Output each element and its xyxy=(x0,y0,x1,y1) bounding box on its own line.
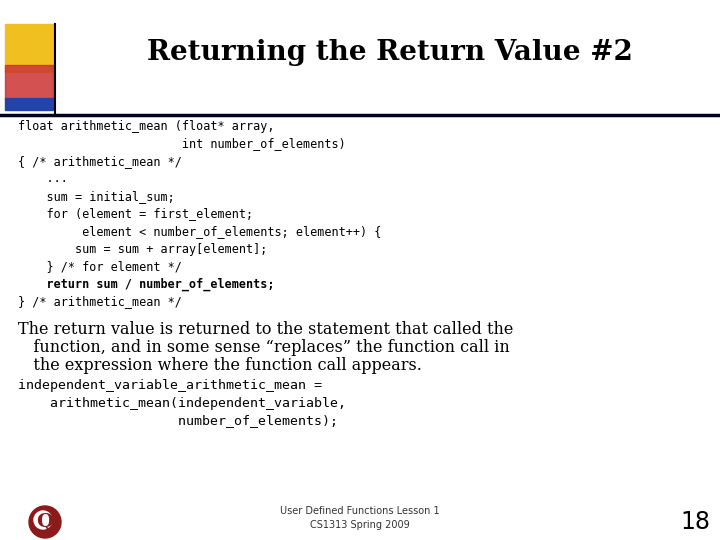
Text: element < number_of_elements; element++) {: element < number_of_elements; element++)… xyxy=(18,225,382,238)
Bar xyxy=(5,98,53,110)
Text: } /* for element */: } /* for element */ xyxy=(18,260,182,273)
Bar xyxy=(5,65,53,100)
Text: int number_of_elements): int number_of_elements) xyxy=(18,138,346,151)
Text: ...: ... xyxy=(18,172,68,186)
Bar xyxy=(5,24,53,72)
Text: { /* arithmetic_mean */: { /* arithmetic_mean */ xyxy=(18,155,182,168)
Text: } /* arithmetic_mean */: } /* arithmetic_mean */ xyxy=(18,295,182,308)
Text: independent_variable_arithmetic_mean =: independent_variable_arithmetic_mean = xyxy=(18,379,322,392)
Text: The return value is returned to the statement that called the: The return value is returned to the stat… xyxy=(18,321,513,338)
Text: sum = initial_sum;: sum = initial_sum; xyxy=(18,190,175,203)
Circle shape xyxy=(34,511,52,529)
Text: Returning the Return Value #2: Returning the Return Value #2 xyxy=(147,39,633,66)
Text: User Defined Functions Lesson 1
CS1313 Spring 2009: User Defined Functions Lesson 1 CS1313 S… xyxy=(280,506,440,530)
Text: 18: 18 xyxy=(680,510,710,534)
Text: the expression where the function call appears.: the expression where the function call a… xyxy=(18,356,422,374)
Text: arithmetic_mean(independent_variable,: arithmetic_mean(independent_variable, xyxy=(18,396,346,409)
Text: for (element = first_element;: for (element = first_element; xyxy=(18,207,253,220)
Text: sum = sum + array[element];: sum = sum + array[element]; xyxy=(18,242,267,255)
Text: number_of_elements);: number_of_elements); xyxy=(18,415,338,428)
Text: function, and in some sense “replaces” the function call in: function, and in some sense “replaces” t… xyxy=(18,339,510,355)
Text: return sum / number_of_elements;: return sum / number_of_elements; xyxy=(18,278,274,291)
Text: float arithmetic_mean (float* array,: float arithmetic_mean (float* array, xyxy=(18,120,274,133)
Text: Q: Q xyxy=(37,513,53,531)
Circle shape xyxy=(29,506,61,538)
